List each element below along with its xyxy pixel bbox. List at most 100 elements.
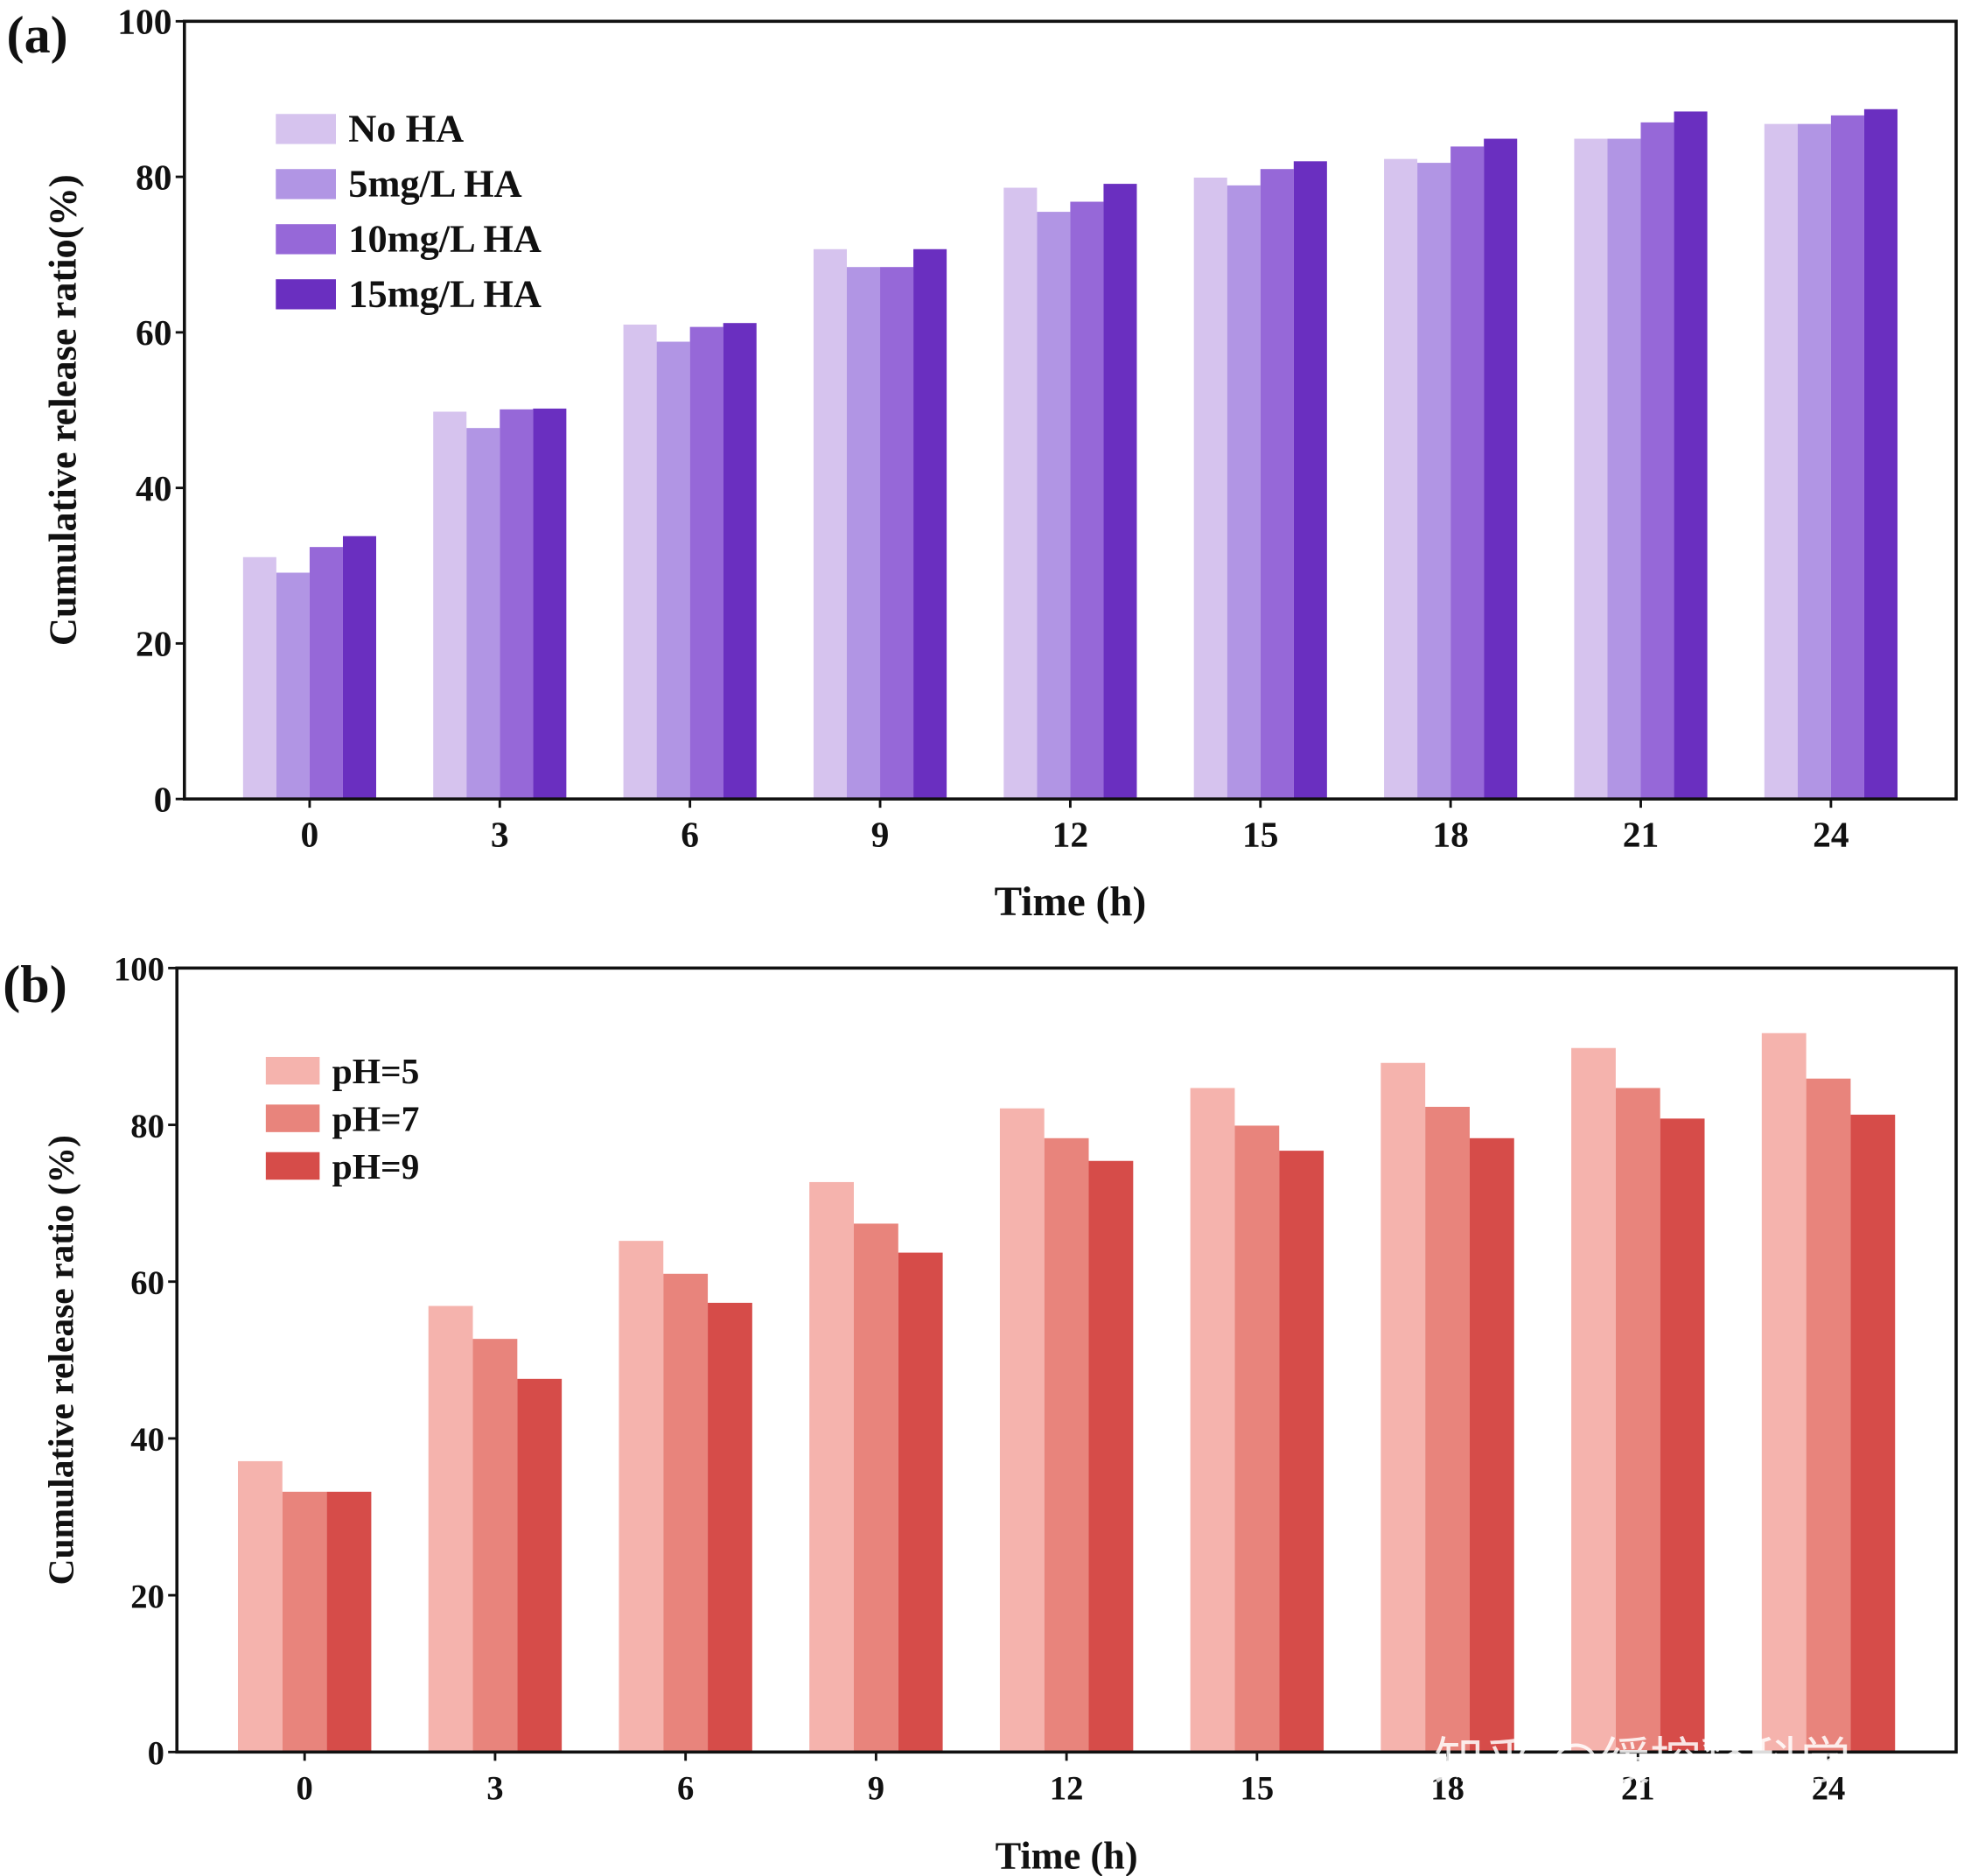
legend-label: No HA (348, 107, 464, 150)
bar (1193, 177, 1227, 800)
bar (1234, 1125, 1280, 1753)
bar (282, 1491, 327, 1753)
x-tick-label: 12 (1050, 1771, 1084, 1808)
bar (1070, 201, 1104, 800)
bar (813, 248, 847, 800)
legend-label: pH=9 (332, 1146, 420, 1186)
bar (1761, 1032, 1807, 1753)
bar (1279, 1151, 1324, 1753)
x-tick-label: 0 (297, 1771, 313, 1808)
bar (1640, 122, 1674, 800)
bar (1574, 138, 1608, 800)
bar (1380, 1062, 1426, 1753)
x-tick-label: 21 (1623, 815, 1660, 855)
x-tick-label: 12 (1052, 815, 1089, 855)
bar (1417, 163, 1451, 800)
legend-swatch (276, 224, 336, 255)
bar (533, 408, 567, 800)
x-tick-label: 0 (301, 815, 319, 855)
bar (1384, 158, 1418, 800)
y-axis-label: Cumulative release ratio(%) (40, 174, 84, 646)
bar (723, 323, 757, 800)
bar (1660, 1118, 1705, 1753)
bar (1103, 184, 1137, 800)
y-tick-label: 20 (130, 1578, 164, 1615)
bar (1797, 123, 1831, 800)
y-tick-label: 80 (136, 157, 171, 197)
bar (853, 1223, 898, 1753)
bar (433, 411, 467, 800)
y-axis-label: Cumulative release ratio (%) (40, 1135, 81, 1585)
bar (880, 267, 914, 800)
bar (846, 267, 881, 800)
bar (1469, 1138, 1514, 1753)
bar (1190, 1088, 1235, 1753)
bar (517, 1378, 563, 1753)
bar (1830, 115, 1864, 800)
bar (809, 1181, 854, 1753)
y-tick-label: 60 (130, 1265, 164, 1302)
legend-swatch (276, 114, 336, 144)
bar (1615, 1088, 1660, 1753)
bar (913, 248, 947, 800)
bar (428, 1306, 473, 1753)
legend-swatch (265, 1104, 320, 1132)
bar (1450, 146, 1485, 800)
legend-label: pH=7 (332, 1098, 420, 1138)
bar (708, 1302, 752, 1753)
legend-label: 15mg/L HA (348, 272, 542, 316)
panel-label: (b) (3, 956, 66, 1014)
x-tick-label: 15 (1241, 1771, 1275, 1808)
legend-label: pH=5 (332, 1051, 420, 1091)
bar (500, 409, 534, 800)
x-tick-label: 3 (491, 815, 509, 855)
x-tick-label: 24 (1813, 815, 1849, 855)
bar (1674, 111, 1708, 800)
bar (326, 1491, 372, 1753)
bar (999, 1108, 1045, 1753)
bar (1088, 1160, 1134, 1753)
bar (1863, 108, 1898, 800)
x-tick-label: 3 (486, 1771, 503, 1808)
x-tick-label: 18 (1432, 815, 1469, 855)
y-tick-label: 100 (114, 952, 164, 989)
bar (663, 1273, 709, 1753)
bar (1260, 169, 1294, 800)
x-axis-label: Time (h) (995, 879, 1147, 925)
legend-label: 10mg/L HA (348, 217, 542, 261)
y-tick-label: 0 (148, 1736, 164, 1773)
bar (466, 428, 500, 800)
bar (242, 556, 276, 800)
legend-label: 5mg/L HA (348, 162, 521, 206)
plot-frame (183, 19, 1958, 801)
y-tick-label: 20 (136, 624, 171, 664)
bar (1484, 138, 1518, 800)
legend-swatch (265, 1056, 320, 1085)
bar (472, 1339, 518, 1753)
bar (619, 1241, 664, 1753)
bar (1037, 212, 1071, 800)
bar (276, 572, 310, 800)
x-tick-label: 24 (1812, 1771, 1846, 1808)
bar (1806, 1078, 1851, 1753)
x-tick-label: 18 (1430, 1771, 1464, 1808)
x-tick-label: 6 (677, 1771, 694, 1808)
bar (1044, 1138, 1089, 1753)
y-tick-label: 40 (136, 468, 171, 508)
bar (1607, 138, 1641, 800)
panel-label: (a) (7, 6, 68, 65)
bar (689, 326, 723, 800)
watermark: 知乎 @缓控释科学 (1434, 1732, 1850, 1790)
y-tick-label: 0 (154, 779, 172, 819)
bar (1425, 1106, 1470, 1753)
legend-swatch (265, 1152, 320, 1180)
x-tick-label: 15 (1242, 815, 1278, 855)
x-axis-label: Time (h) (996, 1833, 1138, 1876)
x-tick-label: 9 (871, 815, 890, 855)
bar (656, 341, 690, 800)
bar (1850, 1114, 1896, 1753)
bar (1293, 161, 1327, 800)
bar (1003, 187, 1038, 800)
